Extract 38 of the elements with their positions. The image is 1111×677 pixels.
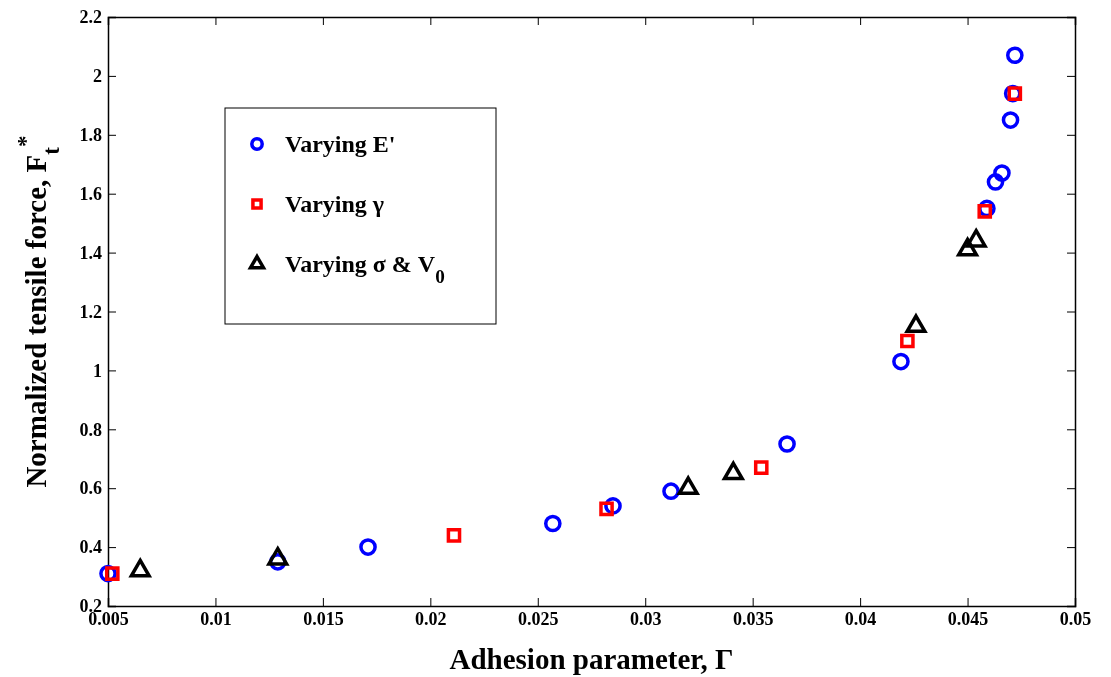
point xyxy=(1001,111,1020,129)
point xyxy=(359,538,377,556)
point xyxy=(599,501,614,517)
y-tick-label: 2.2 xyxy=(79,7,102,28)
y-tick-label: 1 xyxy=(93,360,102,381)
x-tick-label: 0.045 xyxy=(947,608,989,629)
x-tick-label: 0.025 xyxy=(518,608,559,629)
x-tick-label: 0.02 xyxy=(415,608,447,629)
point xyxy=(104,566,120,581)
legend-label: Varying σ & V$_{0}$ xyxy=(285,251,445,287)
point xyxy=(1006,46,1024,65)
point xyxy=(753,460,769,475)
point xyxy=(900,333,915,349)
y-tick-label: 0.4 xyxy=(79,537,102,558)
point xyxy=(986,173,1005,191)
y-tick-label: 1.6 xyxy=(79,183,102,204)
legend-label: Varying γ xyxy=(285,191,385,217)
legend-label: Varying E' xyxy=(285,131,396,157)
point xyxy=(778,435,796,453)
y-tick-label: 2 xyxy=(93,66,102,87)
y-tick-label: 0.8 xyxy=(79,419,102,440)
x-axis-title: Adhesion parameter, Γ xyxy=(449,643,734,675)
x-tick-label: 0.05 xyxy=(1059,608,1092,629)
y-tick-label: 1.4 xyxy=(79,242,102,263)
point xyxy=(977,204,993,219)
x-tick-label: 0.01 xyxy=(200,608,232,629)
point xyxy=(892,352,910,371)
y-tick-label: 1.8 xyxy=(79,125,102,146)
point xyxy=(446,528,462,543)
point xyxy=(543,514,562,533)
y-tick-label: 1.2 xyxy=(79,301,102,322)
x-tick-label: 0.015 xyxy=(303,608,344,629)
x-tick-label: 0.03 xyxy=(629,608,662,629)
point xyxy=(1007,86,1023,101)
y-tick-label: 0.6 xyxy=(79,478,102,499)
x-tick-label: 0.035 xyxy=(732,608,774,629)
point xyxy=(993,164,1011,182)
x-tick-label: 0.04 xyxy=(844,608,877,629)
